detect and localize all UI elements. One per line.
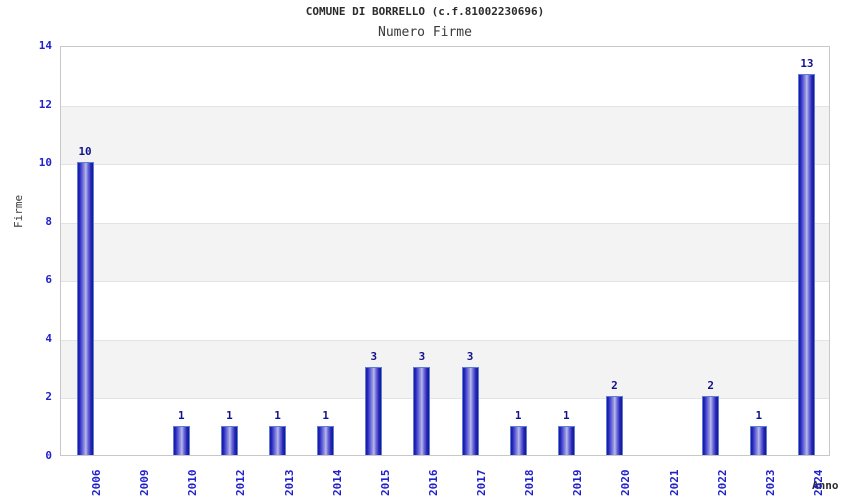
chart-title: COMUNE DI BORRELLO (c.f.81002230696)	[305, 5, 545, 18]
bar-value-label: 1	[274, 408, 281, 422]
x-tick-label: 2014	[330, 469, 344, 497]
x-tick-label: 2017	[475, 469, 489, 497]
bar[interactable]	[172, 425, 190, 455]
y-tick-label: 10	[38, 156, 52, 170]
bar-value-label: 1	[226, 408, 233, 422]
x-tick-label: 2015	[378, 469, 392, 497]
y-tick-label: 2	[45, 390, 52, 404]
gridline	[61, 398, 829, 400]
bar-value-label: 2	[707, 379, 714, 393]
x-tick-label: 2024	[811, 469, 825, 497]
x-tick-label: 2012	[234, 469, 248, 497]
bar[interactable]	[461, 367, 479, 455]
gridline	[61, 164, 829, 166]
bar-value-label: 1	[563, 408, 570, 422]
x-tick-label: 2023	[763, 469, 777, 497]
y-tick-label: 8	[45, 214, 52, 228]
bar[interactable]	[269, 425, 287, 455]
y-tick-label: 4	[45, 331, 52, 345]
y-tick-label: 14	[38, 39, 52, 52]
gridline	[61, 222, 829, 224]
bar-value-label: 3	[418, 350, 426, 364]
bar-value-label: 10	[78, 145, 92, 159]
x-tick-label: 2010	[186, 469, 200, 497]
bar[interactable]	[365, 367, 383, 455]
bar[interactable]	[798, 74, 816, 455]
bar[interactable]	[605, 396, 623, 455]
gridline	[61, 281, 829, 283]
x-tick-label: 2021	[667, 469, 681, 497]
bar-value-label: 13	[800, 57, 814, 71]
y-tick-label: 12	[38, 97, 52, 111]
bar[interactable]	[557, 425, 575, 455]
x-axis-title: Anno	[812, 479, 839, 492]
x-tick-label: 2019	[571, 469, 585, 497]
bar-value-label: 1	[514, 408, 522, 422]
bar[interactable]	[702, 396, 720, 455]
x-tick-label: 2009	[138, 469, 152, 497]
x-tick-label: 2006	[90, 469, 104, 497]
bar[interactable]	[509, 425, 527, 455]
x-tick-label: 2020	[619, 469, 633, 497]
bar[interactable]	[317, 425, 335, 455]
background-band	[61, 339, 829, 399]
x-tick-label: 2013	[282, 469, 296, 497]
y-tick-label: 6	[45, 273, 52, 287]
bar-value-label: 1	[178, 408, 185, 422]
bar[interactable]	[413, 367, 431, 455]
bar[interactable]	[750, 425, 768, 455]
bar[interactable]	[220, 425, 238, 455]
gridline	[61, 105, 829, 107]
x-tick-label: 2018	[523, 469, 537, 497]
gridline	[61, 339, 829, 341]
bar-value-label: 1	[755, 408, 763, 422]
background-band	[61, 105, 829, 165]
chart-subtitle: Numero Firme	[378, 25, 472, 40]
bar[interactable]	[76, 162, 94, 455]
bar-value-label: 1	[322, 408, 329, 422]
bar-value-label: 3	[370, 350, 378, 364]
x-tick-label: 2016	[426, 469, 440, 497]
plot-area: 10 1 1 1 1 3 3 3 1 1 2 2 1 13	[60, 46, 830, 456]
y-tick-label: 0	[45, 449, 52, 462]
bar-value-label: 2	[611, 379, 618, 393]
x-tick-label: 2022	[715, 469, 729, 497]
bar-value-label: 3	[466, 350, 474, 364]
background-band	[61, 222, 829, 282]
